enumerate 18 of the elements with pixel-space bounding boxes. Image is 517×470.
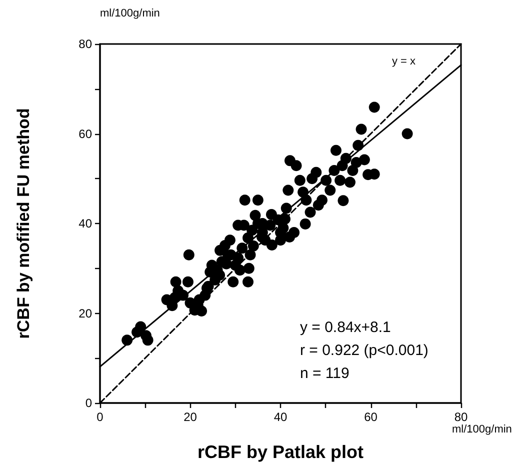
x-tick-label: 20 — [184, 410, 198, 424]
x-axis-title: rCBF by Patlak plot — [197, 442, 364, 462]
y-tick-label: 0 — [85, 396, 92, 410]
x-tick-label: 60 — [364, 410, 378, 424]
y-tick-label: 80 — [78, 37, 92, 51]
text: ml/100g/min — [452, 424, 512, 436]
x-tick-label: 0 — [96, 410, 104, 424]
y-tick-label: 20 — [78, 306, 92, 320]
y-axis-title: rCBF by mofified FU method — [14, 108, 33, 339]
y-tick-label: 40 — [78, 216, 92, 230]
text: ml/100g/min — [100, 8, 160, 20]
x-tick-label: 40 — [274, 410, 288, 424]
annotation: y = x — [392, 56, 416, 68]
annotation: r = 0.922 (p<0.001) — [300, 342, 428, 359]
annotation: y = 0.84x+8.1 — [300, 319, 391, 336]
annotation: n = 119 — [300, 365, 350, 382]
y-tick-label: 60 — [78, 126, 92, 141]
x-tick-label: 80 — [454, 410, 468, 424]
